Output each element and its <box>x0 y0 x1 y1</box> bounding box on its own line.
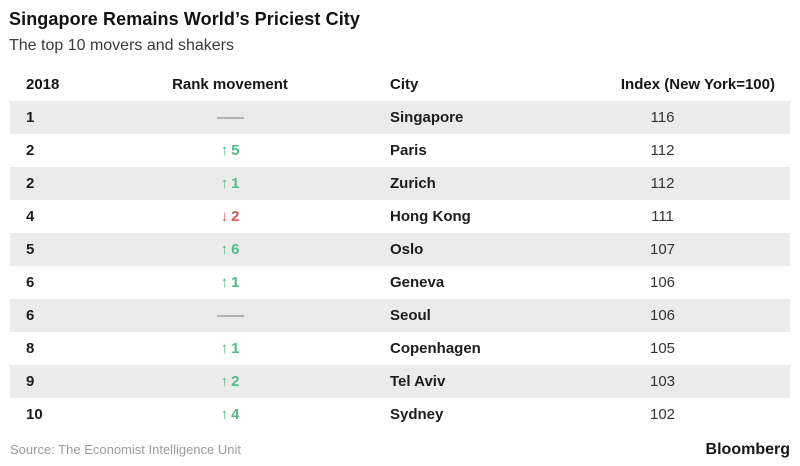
movement-arrow-icon: ↑ <box>220 373 229 390</box>
page-title: Singapore Remains World’s Priciest City <box>9 9 360 29</box>
rank-movement-cell: ↑ 6 <box>150 241 310 258</box>
city-cell: Tel Aviv <box>390 373 446 390</box>
table-row: 10 ↑ 4 Sydney 102 <box>10 398 790 431</box>
table-row: 9 ↑ 2 Tel Aviv 103 <box>10 365 790 398</box>
rank-cell: 9 <box>26 373 35 390</box>
no-change-dash-icon <box>216 315 244 318</box>
table-row: 5 ↑ 6 Oslo 107 <box>10 233 790 266</box>
movement-value: 1 <box>231 340 240 357</box>
no-change-dash-icon <box>216 117 244 120</box>
movement-value: 4 <box>231 406 240 423</box>
chart-header: Singapore Remains World’s Priciest City … <box>0 0 800 56</box>
column-header-rank-movement: Rank movement <box>172 76 288 93</box>
index-cell: 105 <box>649 340 676 357</box>
movement-value: 2 <box>231 373 240 390</box>
rank-movement-cell <box>150 109 310 126</box>
rank-cell: 4 <box>26 208 35 225</box>
city-cell: Hong Kong <box>390 208 471 225</box>
index-cell: 103 <box>649 373 676 390</box>
rank-cell: 8 <box>26 340 35 357</box>
city-cell: Zurich <box>390 175 436 192</box>
table-row: 2 ↑ 5 Paris 112 <box>10 134 790 167</box>
city-cell: Geneva <box>390 274 445 291</box>
movement-value: 2 <box>231 208 240 225</box>
city-cell: Paris <box>390 142 427 159</box>
rank-movement-cell: ↑ 2 <box>150 373 310 390</box>
movement-arrow-icon: ↑ <box>220 406 229 423</box>
index-cell: 112 <box>650 175 675 192</box>
index-cell: 102 <box>649 406 676 423</box>
bloomberg-logo: Bloomberg <box>705 441 790 458</box>
column-header-city: City <box>390 76 419 93</box>
movement-value: 5 <box>231 142 240 159</box>
rank-cell: 2 <box>26 175 35 192</box>
rank-movement-cell: ↑ 5 <box>150 142 310 159</box>
movement-value: 6 <box>231 241 240 258</box>
movement-arrow-icon: ↑ <box>220 340 229 357</box>
rank-cell: 6 <box>26 307 35 324</box>
rank-movement-cell: ↑ 4 <box>150 406 310 423</box>
table-row: 4 ↓ 2 Hong Kong 111 <box>10 200 790 233</box>
rank-cell: 5 <box>26 241 35 258</box>
table-body: 1 Singapore 116 2 ↑ 5 Paris 112 2 ↑ 1 <box>10 101 790 431</box>
movement-arrow-icon: ↓ <box>220 208 229 225</box>
rank-cell: 6 <box>26 274 35 291</box>
movement-arrow-icon: ↑ <box>220 274 229 291</box>
city-cell: Oslo <box>390 241 424 258</box>
chart-footer: Source: The Economist Intelligence Unit … <box>10 441 790 459</box>
movement-arrow-icon: ↑ <box>220 175 229 192</box>
index-cell: 106 <box>649 274 676 291</box>
rank-movement-cell: ↑ 1 <box>150 340 310 357</box>
index-cell: 112 <box>650 142 675 159</box>
movement-arrow-icon: ↑ <box>220 142 229 159</box>
column-header-year: 2018 <box>26 76 60 93</box>
city-cell: Singapore <box>390 109 464 126</box>
rank-cell: 2 <box>26 142 35 159</box>
table-row: 1 Singapore 116 <box>10 101 790 134</box>
movement-value: 1 <box>231 175 240 192</box>
movement-arrow-icon: ↑ <box>220 241 229 258</box>
page-subtitle: The top 10 movers and shakers <box>9 37 235 54</box>
index-cell: 106 <box>649 307 676 324</box>
index-cell: 116 <box>650 109 675 126</box>
movement-value: 1 <box>231 274 240 291</box>
table-row: 6 ↑ 1 Geneva 106 <box>10 266 790 299</box>
table-header-row: 2018 Rank movement City Index (New York=… <box>10 68 790 101</box>
index-cell: 111 <box>651 208 674 225</box>
rank-cell: 1 <box>26 109 35 126</box>
city-cell: Seoul <box>390 307 431 324</box>
source-attribution: Source: The Economist Intelligence Unit <box>10 442 241 457</box>
rank-movement-cell: ↓ 2 <box>150 208 310 225</box>
rank-movement-cell: ↑ 1 <box>150 175 310 192</box>
index-cell: 107 <box>649 241 676 258</box>
rank-movement-cell: ↑ 1 <box>150 274 310 291</box>
rank-cell: 10 <box>26 406 43 423</box>
table-row: 2 ↑ 1 Zurich 112 <box>10 167 790 200</box>
price-ranking-table: 2018 Rank movement City Index (New York=… <box>10 68 790 431</box>
rank-movement-cell <box>150 307 310 324</box>
column-header-index: Index (New York=100) <box>620 76 775 93</box>
city-cell: Sydney <box>390 406 444 423</box>
table-row: 6 Seoul 106 <box>10 299 790 332</box>
table-row: 8 ↑ 1 Copenhagen 105 <box>10 332 790 365</box>
city-cell: Copenhagen <box>390 340 481 357</box>
